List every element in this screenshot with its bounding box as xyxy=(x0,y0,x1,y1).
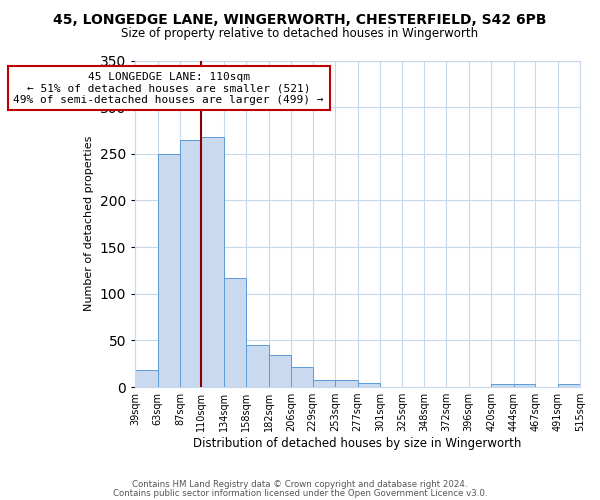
Bar xyxy=(135,370,158,387)
Text: 45 LONGEDGE LANE: 110sqm
← 51% of detached houses are smaller (521)
49% of semi-: 45 LONGEDGE LANE: 110sqm ← 51% of detach… xyxy=(13,72,324,105)
Bar xyxy=(291,366,313,387)
Y-axis label: Number of detached properties: Number of detached properties xyxy=(84,136,94,312)
Bar xyxy=(269,356,291,387)
Bar xyxy=(158,154,180,387)
Text: 45, LONGEDGE LANE, WINGERWORTH, CHESTERFIELD, S42 6PB: 45, LONGEDGE LANE, WINGERWORTH, CHESTERF… xyxy=(53,12,547,26)
Bar xyxy=(202,137,224,387)
Bar xyxy=(514,384,535,387)
Bar xyxy=(180,140,202,387)
Bar xyxy=(313,380,335,387)
Bar xyxy=(358,384,380,387)
Bar xyxy=(557,384,580,387)
Text: Contains public sector information licensed under the Open Government Licence v3: Contains public sector information licen… xyxy=(113,488,487,498)
Bar xyxy=(247,345,269,387)
Bar xyxy=(335,380,358,387)
Text: Size of property relative to detached houses in Wingerworth: Size of property relative to detached ho… xyxy=(121,28,479,40)
Text: Contains HM Land Registry data © Crown copyright and database right 2024.: Contains HM Land Registry data © Crown c… xyxy=(132,480,468,489)
Bar xyxy=(491,384,514,387)
Bar xyxy=(224,278,247,387)
X-axis label: Distribution of detached houses by size in Wingerworth: Distribution of detached houses by size … xyxy=(193,437,522,450)
